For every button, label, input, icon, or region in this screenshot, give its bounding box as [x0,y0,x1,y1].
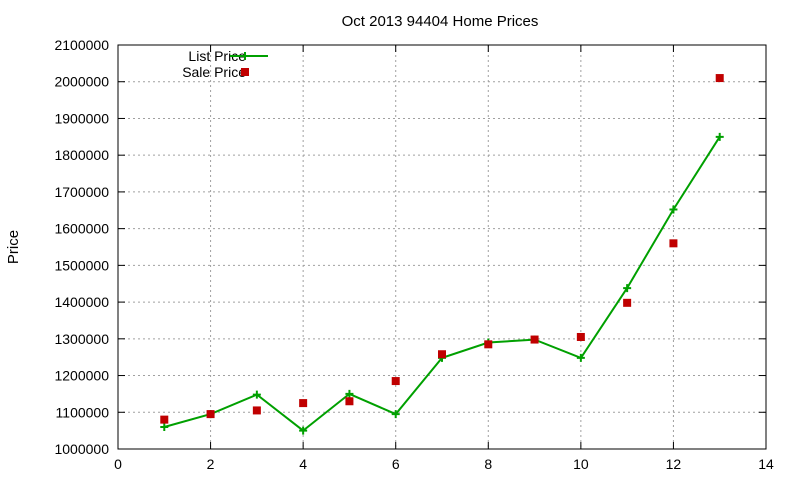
data-point [345,389,354,398]
legend-swatch-marker [241,52,249,60]
y-tick-label: 1000000 [54,441,109,457]
y-tick-label: 1300000 [54,331,109,347]
x-tick-label: 8 [484,456,492,472]
x-tick-label: 12 [666,456,682,472]
legend-swatch-marker [241,68,249,76]
data-point [160,415,169,424]
series-line [164,136,721,432]
x-tick-label: 0 [114,456,122,472]
data-point [715,132,724,141]
data-point [391,410,400,419]
y-tick-label: 2000000 [54,74,109,90]
y-tick-label: 1600000 [54,221,109,237]
data-point [576,332,585,341]
chart-title: Oct 2013 94404 Home Prices [342,13,539,30]
data-point [160,422,169,431]
y-tick-label: 1100000 [56,404,110,420]
y-tick-label: 1500000 [54,257,109,273]
data-point [623,298,632,307]
data-point [391,377,400,386]
data-point [623,284,632,293]
legend-label: List Price [188,48,246,64]
data-point [715,74,724,83]
data-point [530,335,539,344]
series-sale-price [160,74,724,424]
data-point [669,205,678,214]
plot-frame [117,44,767,450]
axis-ticks: 1000000 1100000 1200000 1300000 1400000 15000… [54,37,774,472]
data-point [576,353,585,362]
data-point [206,410,215,419]
data-point [438,350,446,359]
data-point [252,406,261,415]
series-list-price [160,132,724,435]
y-tick-label: 1800000 [54,147,109,163]
y-axis-label: Price [5,230,22,264]
x-tick-label: 10 [573,456,589,472]
y-tick-label: 1400000 [54,294,109,310]
data-point [252,390,261,399]
x-tick-label: 6 [392,456,400,472]
x-tick-label: 2 [207,456,215,472]
y-tick-label: 1700000 [54,184,109,200]
data-point [299,426,308,435]
data-point [484,340,493,349]
series-layer [160,74,724,435]
legend-label: Sale Price [182,64,246,80]
y-tick-label: 2100000 [54,37,109,53]
x-tick-label: 4 [299,456,307,472]
data-point [345,397,354,406]
x-tick-label: 14 [758,456,774,472]
data-point [299,399,308,408]
y-tick-label: 1200000 [54,368,109,384]
grid-lines [118,45,766,449]
y-tick-label: 1900000 [54,110,109,126]
data-point [669,239,678,248]
